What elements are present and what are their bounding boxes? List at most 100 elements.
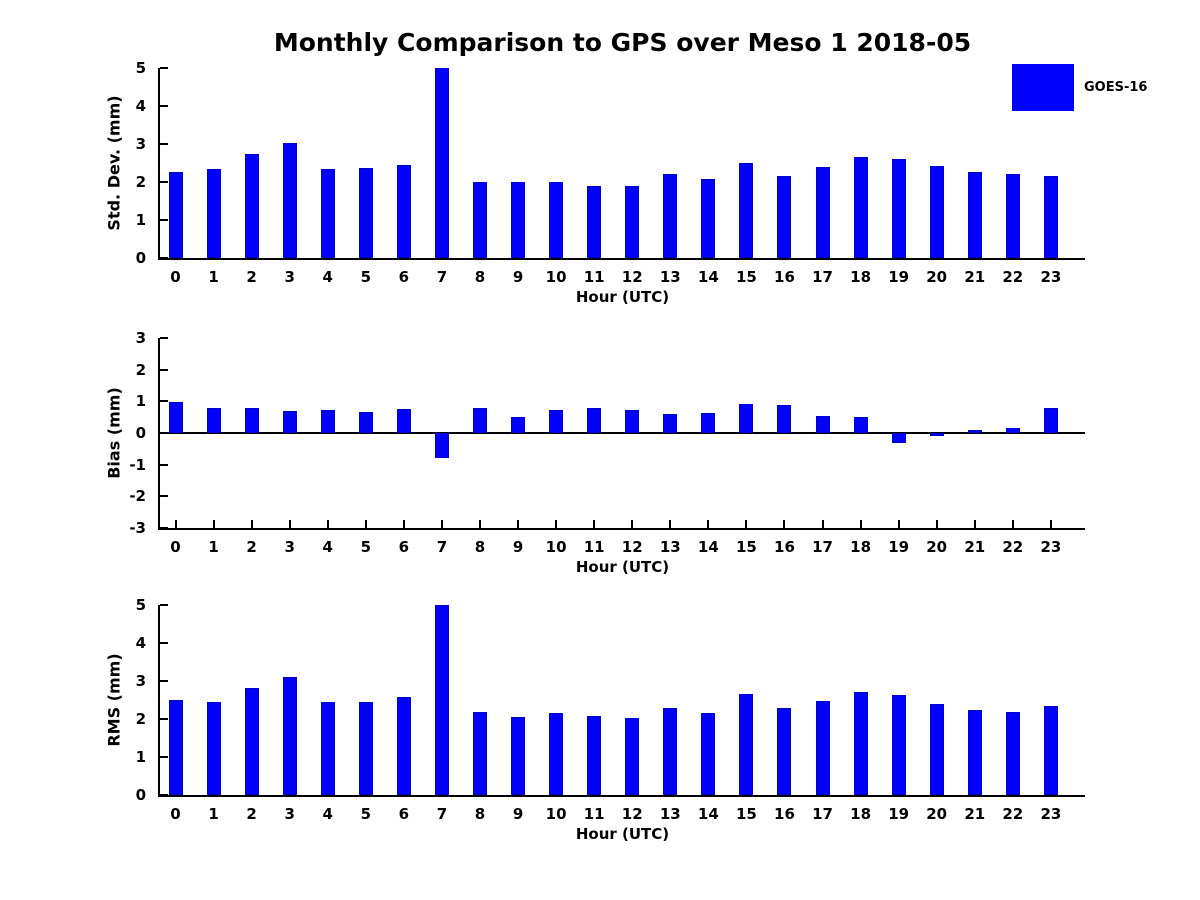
y-tick-label-3: 3 (135, 672, 146, 690)
x-axis-label-std-dev: Hour (UTC) (575, 288, 670, 306)
bar-goes-16-hour-16 (777, 176, 792, 258)
bar-goes-16-hour-2 (244, 408, 259, 433)
y-tick-label-1: 1 (135, 392, 146, 411)
chart-std-dev: Std. Dev. (mm) 0 1 2 3 4 5 0 1 2 3 4 5 6 7 8 9 10 11 12 13 1… (0, 59, 1200, 328)
bar-goes-16-hour-11 (587, 407, 602, 433)
bar-goes-16-hour-13 (663, 174, 678, 258)
x-tick-label-1: 1 (208, 268, 219, 286)
y-tick-1 (160, 400, 168, 403)
x-tick-label-2: 2 (246, 805, 257, 823)
x-tick-label-3: 3 (284, 805, 295, 823)
x-tick-label-11: 11 (583, 805, 605, 823)
bar-goes-16-hour-14 (701, 413, 716, 433)
x-tick-label-12: 12 (621, 268, 643, 286)
y-tick--3 (160, 527, 168, 529)
y-tick-label-4: 4 (135, 634, 146, 652)
bar-goes-16-hour-5 (358, 167, 373, 258)
x-tick-13 (669, 520, 672, 528)
x-tick-label-23: 23 (1040, 805, 1062, 823)
x-axis-spine (158, 258, 1085, 260)
x-tick-label-6: 6 (398, 268, 410, 286)
x-tick-label-16: 16 (774, 268, 795, 286)
bar-goes-16-hour-3 (282, 411, 297, 433)
y-tick-2 (160, 718, 168, 720)
bar-goes-16-hour-2 (244, 153, 259, 258)
bar-goes-16-hour-12 (625, 718, 640, 795)
bar-goes-16-hour-19 (891, 159, 906, 258)
bar-goes-16-hour-11 (587, 715, 602, 795)
x-tick-label-9: 9 (512, 268, 524, 286)
x-tick-label-1: 1 (208, 805, 219, 823)
x-tick-11 (593, 520, 596, 528)
bar-goes-16-hour-4 (320, 410, 335, 433)
y-axis-label-rms: RMS (mm) (104, 653, 124, 747)
bar-goes-16-hour-2 (244, 687, 259, 795)
x-tick-label-18: 18 (850, 805, 872, 823)
y-tick-2 (160, 368, 168, 371)
bar-goes-16-hour-8 (472, 181, 487, 258)
y-tick-label-1: 1 (135, 211, 146, 229)
x-tick-label-19: 19 (888, 805, 910, 823)
y-axis-spine (158, 605, 160, 797)
x-tick-label-17: 17 (812, 538, 833, 556)
x-tick-label-11: 11 (583, 538, 605, 556)
chart-rms: RMS (mm) 0 1 2 3 4 5 0 1 2 3 4 5 6 7 8 9 10 11 12 13 14 15 16 1… (0, 596, 1200, 865)
y-tick-label--2: -2 (129, 487, 146, 506)
y-axis-spine (158, 338, 160, 530)
bar-goes-16-hour-10 (549, 712, 564, 795)
y-tick-label-3: 3 (135, 135, 146, 153)
legend-label-goes16: GOES-16 (1084, 80, 1148, 95)
x-tick-label-4: 4 (322, 538, 333, 556)
bar-goes-16-hour-5 (358, 701, 373, 795)
y-tick-label-3: 3 (135, 329, 146, 347)
x-tick-label-23: 23 (1040, 538, 1062, 556)
x-tick-label-0: 0 (170, 268, 181, 286)
x-tick-12 (631, 520, 634, 528)
x-tick-label-0: 0 (170, 538, 181, 556)
bar-goes-16-hour-13 (663, 708, 678, 795)
x-tick-label-2: 2 (246, 538, 257, 556)
x-tick-16 (783, 520, 786, 528)
figure-title: Monthly Comparison to GPS over Meso 1 20… (273, 28, 972, 57)
bar-goes-16-hour-15 (739, 403, 754, 433)
x-tick-3 (288, 520, 291, 528)
plot-area-std-dev: 0 1 2 3 4 5 0 1 2 3 4 5 6 7 8 9 10 11 12 13 14 15 16 17 18 19 20 21… (136, 59, 1085, 286)
bar-goes-16-hour-16 (777, 707, 792, 795)
y-tick-0 (160, 794, 168, 796)
bar-goes-16-hour-20 (929, 166, 944, 258)
bar-goes-16-hour-19 (891, 433, 906, 443)
bar-goes-16-hour-0 (168, 171, 183, 258)
chart-bias: Bias (mm) 3 2 1 0 -1 -2 -3 0 1 2 3 4 5 6 7 8 9 10 11 12 13 14… (0, 329, 1200, 598)
x-tick-label-6: 6 (398, 538, 410, 556)
bar-goes-16-hour-21 (967, 430, 982, 433)
x-tick-label-22: 22 (1002, 538, 1024, 556)
y-tick-4 (160, 105, 168, 107)
bar-goes-16-hour-3 (282, 142, 297, 258)
y-tick-label-2: 2 (135, 360, 146, 379)
x-tick-label-21: 21 (964, 538, 986, 556)
x-tick-label-15: 15 (735, 268, 757, 286)
y-axis-spine (158, 68, 160, 260)
bar-goes-16-hour-7 (434, 605, 449, 795)
y-tick-3 (160, 143, 168, 145)
x-tick-9 (517, 520, 520, 528)
bar-goes-16-hour-18 (853, 692, 868, 795)
bar-goes-16-hour-22 (1005, 174, 1020, 258)
bar-goes-16-hour-6 (396, 409, 411, 433)
x-tick-label-3: 3 (284, 268, 295, 286)
x-tick-label-8: 8 (474, 538, 486, 556)
x-tick-label-8: 8 (474, 805, 486, 823)
y-tick-label-4: 4 (135, 97, 146, 115)
x-tick-14 (707, 520, 710, 528)
bar-goes-16-hour-13 (663, 414, 678, 433)
y-tick-5 (160, 604, 168, 606)
y-tick-label--3: -3 (129, 519, 146, 537)
y-tick-label-0: 0 (135, 424, 146, 442)
bar-goes-16-hour-14 (701, 713, 716, 795)
x-tick-label-17: 17 (812, 805, 833, 823)
bar-goes-16-hour-22 (1005, 427, 1020, 433)
bar-goes-16-hour-1 (206, 168, 221, 258)
x-tick-label-11: 11 (583, 268, 605, 286)
bar-goes-16-hour-5 (358, 412, 373, 433)
bar-goes-16-hour-17 (815, 701, 830, 795)
